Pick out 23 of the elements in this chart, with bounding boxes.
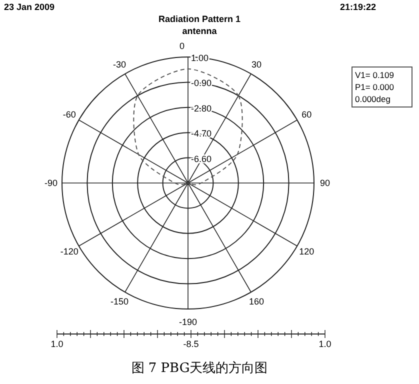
text: V1= 0.109 [355,70,394,80]
text: 23 Jan 2009 [4,2,55,12]
spoke-label: -90 [44,178,58,188]
chart-title: Radiation Pattern 1 [158,14,241,24]
spoke-label: 90 [320,178,330,188]
caption: 图 7 PBG天线的方向图 [131,360,268,376]
spoke-label: 30 [251,59,262,70]
text: 0.000deg [355,94,391,104]
spoke-label: -190 [178,317,198,327]
text: -8.5 [183,339,199,349]
spoke-label: -60 [62,110,76,120]
spoke-label: 60 [302,110,312,120]
chart-subtitle: antenna [182,26,218,36]
spoke-label: -120 [60,246,78,256]
spoke-label: -150 [110,296,129,307]
spoke-label: 0 [179,41,185,51]
spoke-label: -30 [112,59,126,70]
spoke-label: 120 [299,246,314,256]
text: 21:19:22 [340,2,376,12]
text: 1.0 [50,339,64,349]
text: P1= 0.000 [355,82,394,92]
text: 1.0 [318,339,332,349]
spoke-label: 160 [248,296,264,307]
